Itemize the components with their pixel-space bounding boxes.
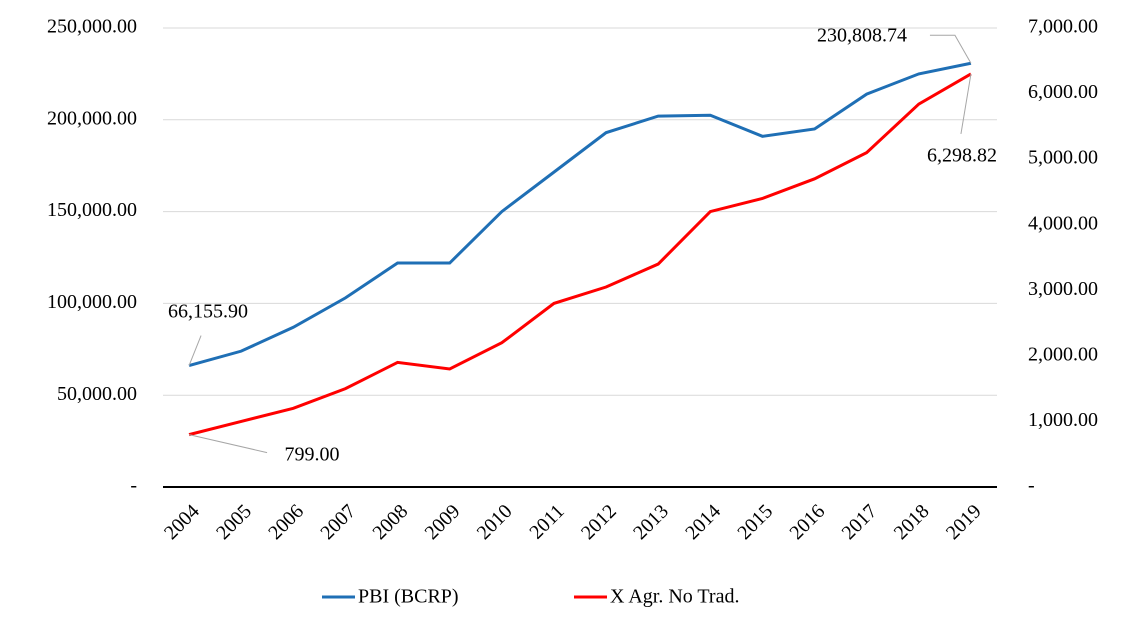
x-tick-label: 2010	[473, 500, 517, 544]
y-tick-label: 250,000.00	[47, 16, 137, 38]
x-tick-label: 2015	[733, 500, 777, 544]
x-tick-label: 2007	[316, 500, 360, 544]
x-tick-label: 2008	[369, 500, 413, 544]
x-tick-label: 2009	[421, 500, 465, 544]
y2-tick-label: 7,000.00	[1028, 16, 1098, 38]
data-label: 799.00	[285, 444, 340, 466]
leader-line	[929, 34, 972, 64]
y-tick-label: 50,000.00	[57, 383, 137, 405]
leader-line	[960, 73, 972, 135]
leader-line	[188, 335, 202, 366]
x-tick-label: 2017	[838, 500, 882, 544]
x-tick-label: 2013	[629, 500, 673, 544]
x-tick-label: 2019	[942, 500, 986, 544]
y2-tick-label: 4,000.00	[1028, 212, 1098, 234]
x-tick-label: 2016	[786, 500, 830, 544]
x-tick-label: 2005	[212, 500, 256, 544]
y-tick-label: -	[130, 475, 137, 497]
x-tick-label: 2012	[577, 500, 621, 544]
data-label: 6,298.82	[927, 145, 997, 167]
x-tick-label: 2018	[890, 500, 934, 544]
x-tick-label: 2006	[264, 500, 308, 544]
data-label: 230,808.74	[817, 25, 907, 47]
x-tick-label: 2011	[525, 500, 568, 543]
y-tick-label: 200,000.00	[47, 107, 137, 129]
y2-tick-label: 2,000.00	[1028, 343, 1098, 365]
y2-tick-label: -	[1028, 475, 1035, 497]
data-label: 66,155.90	[168, 301, 248, 323]
y2-tick-label: 5,000.00	[1028, 147, 1098, 169]
y2-tick-label: 6,000.00	[1028, 81, 1098, 103]
line-series	[188, 61, 972, 367]
y2-tick-label: 1,000.00	[1028, 409, 1098, 431]
legend-label: X Agr. No Trad.	[610, 586, 739, 608]
y-tick-label: 150,000.00	[47, 199, 137, 221]
y2-tick-label: 3,000.00	[1028, 278, 1098, 300]
leader-line	[188, 434, 268, 454]
y-tick-label: 100,000.00	[47, 291, 137, 313]
legend-label: PBI (BCRP)	[358, 586, 459, 608]
x-tick-label: 2014	[681, 500, 725, 544]
line-series	[188, 72, 972, 437]
x-tick-label: 2004	[160, 500, 204, 544]
